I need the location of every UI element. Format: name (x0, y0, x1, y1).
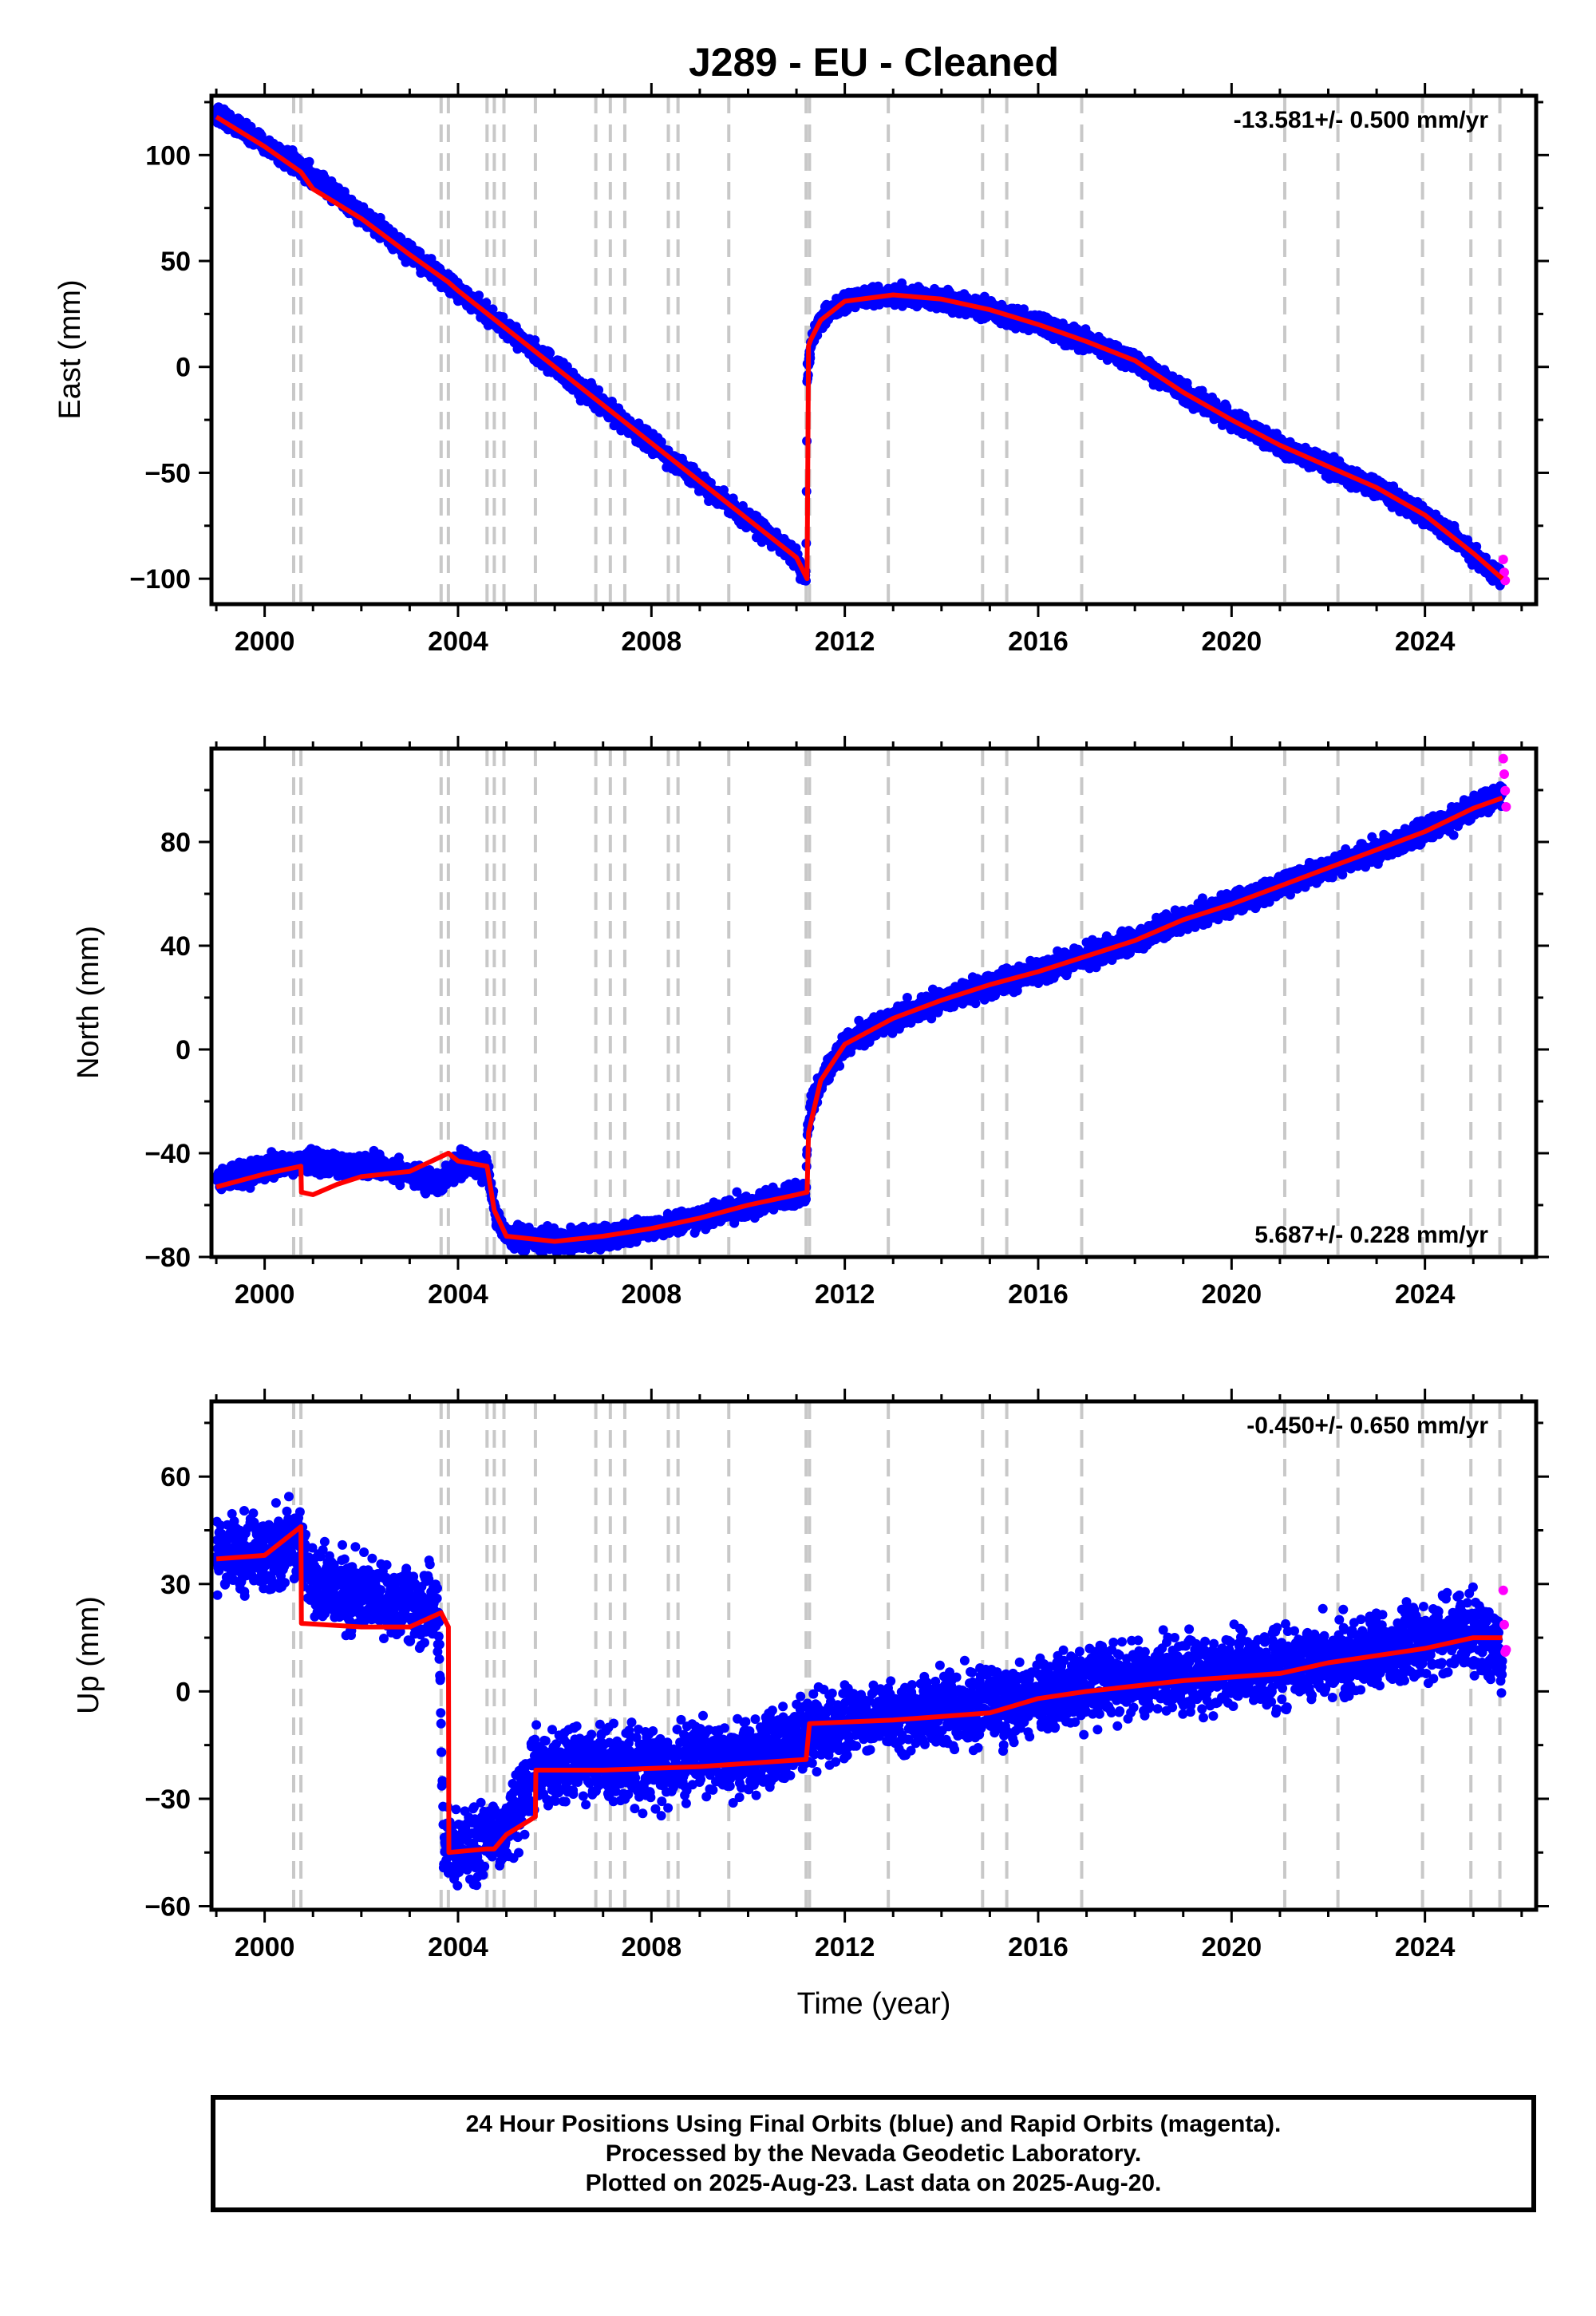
y-axis: 100 50 0 −50 −100 (129, 101, 1549, 595)
x-tick-label: 2020 (1202, 626, 1262, 657)
data-point (530, 335, 540, 346)
figure-title: J289 - EU - Cleaned (689, 40, 1059, 85)
x-tick-label: 2012 (815, 626, 875, 657)
x-tick-label: 2008 (621, 626, 681, 657)
y-tick-label: −50 (144, 458, 191, 488)
data-point (1472, 541, 1482, 551)
data-point (1498, 555, 1508, 564)
data-point (488, 304, 498, 314)
data-point (481, 298, 492, 308)
y-tick-label: −100 (129, 564, 191, 595)
step-lines (291, 96, 1502, 604)
x-tick-label: 2000 (235, 626, 295, 657)
y-tick-label: 100 (145, 140, 191, 171)
y-tick-label: 50 (160, 247, 191, 277)
final-orbit-points (211, 781, 1507, 1257)
data-point (474, 290, 484, 301)
x-tick-label: 2024 (1395, 626, 1456, 657)
x-tick-label: 2016 (1008, 626, 1069, 657)
data-point (545, 348, 555, 358)
data-point (304, 156, 314, 167)
data-point (1499, 567, 1509, 578)
data-point (1019, 304, 1029, 314)
model-line (215, 114, 1504, 582)
x-tick-label: 2004 (428, 626, 488, 657)
y-tick-label: 0 (176, 353, 191, 383)
final-orbit-points (211, 102, 1507, 591)
y-axis-label: East (mm) (53, 279, 87, 419)
plot-area (211, 102, 1511, 591)
data-point (656, 437, 666, 447)
velocity-annotation: -13.581+/- 0.500 mm/yr (1234, 107, 1489, 133)
plot-frame (209, 93, 1539, 607)
data-point (594, 385, 604, 395)
panel-east: 2000 2004 2008 2012 2016 2020 2024 100 50 0 −50 −10… (53, 83, 1549, 657)
x-axis: 2000 2004 2008 2012 2016 2020 2024 (215, 83, 1523, 657)
plot-area (211, 753, 1511, 1257)
panel-north: 2000 2004 2008 2012 2016 2020 202480400−40−80N… (72, 736, 1549, 1310)
